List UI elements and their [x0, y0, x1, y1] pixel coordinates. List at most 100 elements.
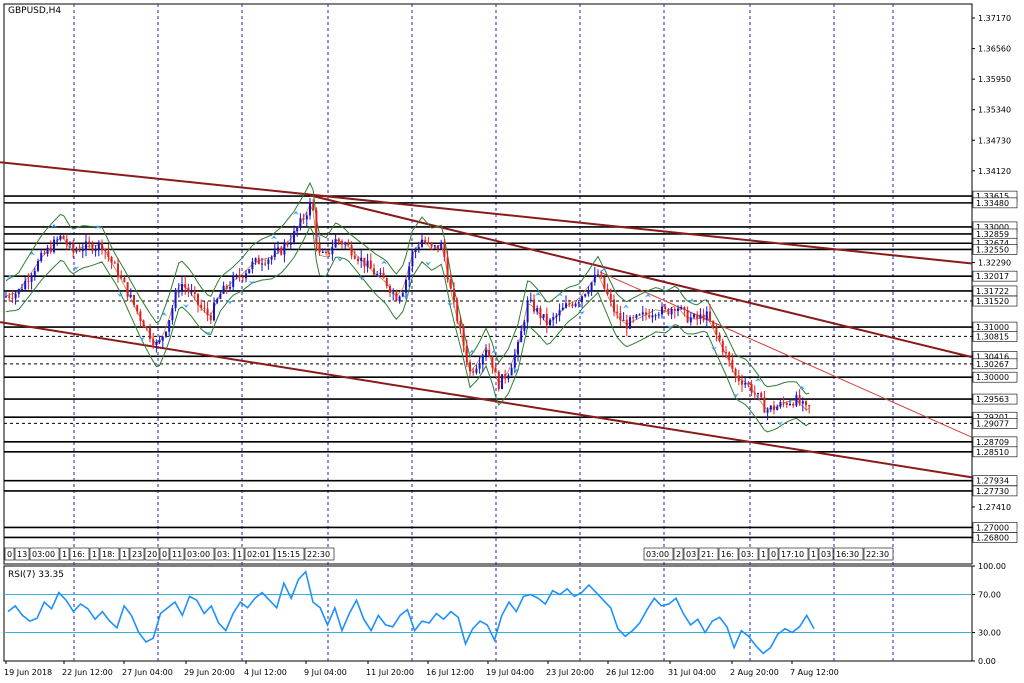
time-box-label: 22:30 — [866, 550, 889, 559]
time-boxes: 0 13 03:00 1 16: 1 18: 1 23 20 0 11 03:00 03: 1 02:01 15… — [4, 547, 894, 561]
candle-body — [161, 336, 164, 341]
candle-body — [597, 274, 599, 276]
candle-body — [184, 284, 187, 288]
trendline — [0, 161, 973, 265]
candle-body — [539, 307, 542, 318]
candle-body — [72, 243, 75, 252]
time-box — [274, 547, 305, 561]
rsi-tick-label: 100.00 — [978, 562, 1006, 571]
candle-body — [779, 402, 782, 407]
candle-body — [238, 275, 241, 278]
candle-body — [411, 251, 414, 267]
fractal-marker — [513, 368, 519, 373]
price-level-label: 1.32674 — [976, 239, 1009, 248]
candle-body — [494, 367, 497, 372]
candle-body — [193, 291, 196, 294]
candle-body — [632, 317, 635, 319]
candle-body — [213, 302, 215, 321]
candle-body — [769, 405, 772, 410]
candle-body — [389, 286, 391, 293]
candle-body — [603, 276, 606, 289]
time-tick-label: 2 Aug 20:00 — [730, 668, 779, 677]
candle-body — [318, 244, 321, 253]
fractal-marker — [623, 304, 629, 309]
time-box — [683, 547, 699, 561]
fractal-marker — [403, 294, 409, 299]
candle-body — [277, 247, 279, 251]
time-box-label: 17:10 — [781, 550, 804, 559]
candle-body — [117, 263, 119, 278]
candle-body — [485, 349, 487, 356]
fractal-marker — [469, 349, 475, 354]
fractal-marker — [139, 336, 145, 341]
price-level-label: 1.32017 — [976, 272, 1009, 281]
price-level-box — [972, 197, 1018, 209]
candle-body — [478, 364, 481, 369]
fractal-marker — [799, 385, 805, 390]
candle-body — [443, 242, 446, 258]
candle-body — [805, 401, 807, 406]
candle-body — [731, 359, 734, 370]
candle-body — [203, 307, 206, 309]
candlesticks — [5, 197, 811, 421]
time-tick-label: 4 Jul 12:00 — [244, 668, 287, 677]
candle-body — [737, 375, 740, 381]
fractal-marker — [755, 377, 761, 382]
candle-body — [446, 257, 449, 280]
candle-body — [289, 242, 292, 245]
candle-body — [785, 402, 788, 405]
time-box-label: 20 — [147, 550, 157, 559]
candle-body — [312, 202, 315, 211]
candle-body — [69, 243, 71, 245]
price-level-label: 1.32859 — [976, 230, 1009, 239]
candle-body — [37, 260, 39, 271]
rsi-tick-label: 30.00 — [978, 629, 1001, 638]
candle-body — [709, 311, 711, 321]
candle-body — [549, 319, 551, 326]
fractal-marker — [601, 267, 607, 272]
candle-body — [587, 290, 590, 295]
candle-body — [59, 235, 62, 240]
candle-body — [753, 392, 756, 394]
candle-body — [328, 252, 331, 255]
candle-body — [251, 261, 254, 270]
candle-body — [545, 314, 548, 326]
candle-body — [235, 275, 238, 277]
candle-body — [622, 319, 625, 321]
price-level-label: 1.33000 — [976, 223, 1009, 232]
time-box — [778, 547, 809, 561]
candle-body — [469, 362, 471, 372]
time-box-label: 21: — [701, 550, 714, 559]
candle-body — [638, 314, 641, 316]
price-level-label: 1.30815 — [976, 332, 1009, 341]
time-box-label: 03 — [821, 550, 831, 559]
fractal-marker — [733, 393, 739, 398]
candle-body — [94, 248, 97, 252]
rsi-indicator: 100.00 70.00 30.00 0.00 — [4, 562, 1006, 666]
candle-body — [616, 311, 619, 314]
price-level-box — [972, 331, 1018, 342]
price-level-label: 1.33615 — [976, 192, 1009, 201]
candle-body — [683, 306, 686, 310]
candle-body — [513, 354, 516, 368]
time-box-label: 22:30 — [307, 550, 330, 559]
price-level-box — [972, 532, 1018, 543]
candle-body — [766, 409, 769, 413]
candle-body — [414, 249, 417, 252]
time-box-label: 0 — [771, 550, 776, 559]
candle-body — [229, 287, 231, 289]
price-tick-label: 1.34730 — [978, 136, 1011, 145]
band-upper — [5, 181, 810, 395]
candle-body — [747, 382, 750, 384]
candle-body — [593, 274, 596, 283]
candle-body — [56, 239, 59, 241]
time-box — [159, 547, 170, 561]
candle-body — [104, 249, 107, 252]
fractal-marker — [557, 292, 563, 297]
candle-body — [795, 395, 798, 406]
candle-body — [8, 296, 11, 298]
candle-body — [465, 345, 468, 363]
candle-body — [613, 299, 615, 312]
fractal-marker — [425, 261, 431, 266]
candle-body — [21, 289, 23, 291]
